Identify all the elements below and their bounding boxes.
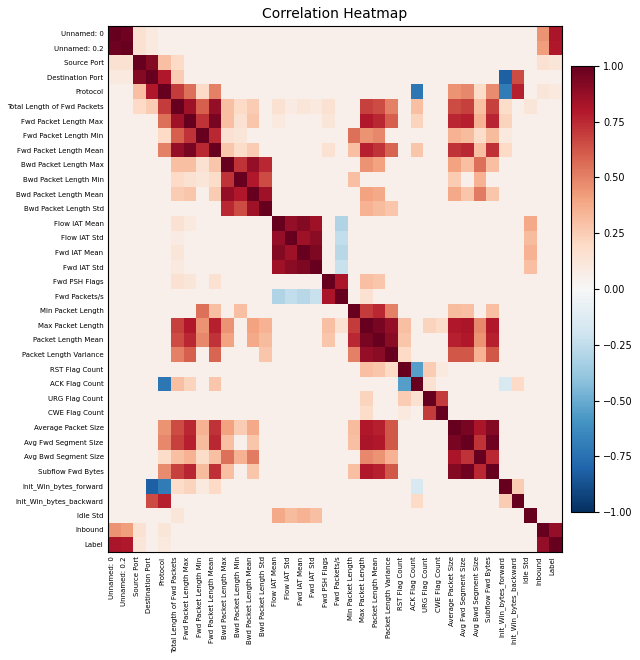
Title: Correlation Heatmap: Correlation Heatmap [262,7,408,21]
